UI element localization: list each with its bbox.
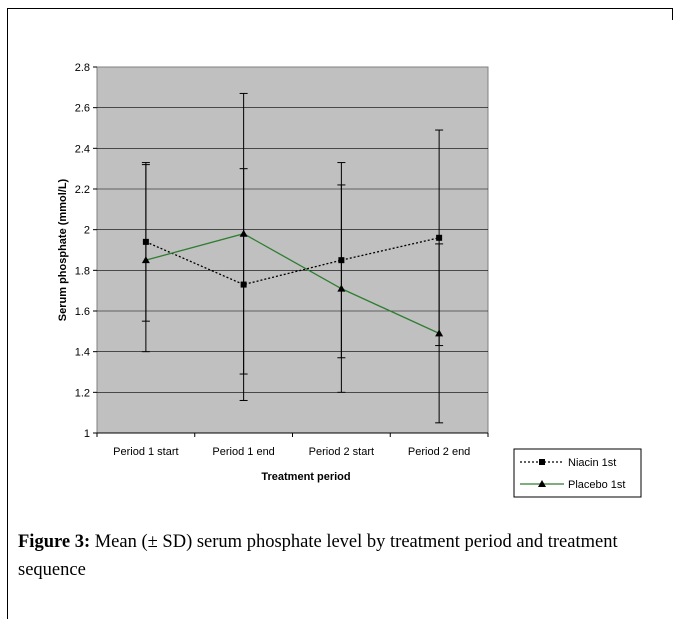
y-axis-label: Serum phosphate (mmol/L)	[57, 178, 69, 321]
point-s1-2	[337, 284, 346, 292]
frame-left-border	[7, 8, 8, 619]
series-lines	[145, 233, 440, 334]
point-s0-0	[142, 238, 149, 245]
y-tick-label-4: 1.8	[75, 265, 90, 277]
y-tick-label-2: 1.4	[75, 347, 90, 359]
legend: Niacin 1st Placebo 1st	[513, 448, 642, 498]
serum-phosphate-chart: 1 1.2 1.4 1.6 1.8 2 2.2 2.4 2.6 2.8 Period 1 star…	[57, 62, 642, 498]
y-tick-label-6: 2.2	[75, 184, 90, 196]
legend-box	[513, 448, 642, 498]
frame-top-border	[7, 8, 673, 9]
x-axis-ticks: Period 1 start Period 1 end Period 2 start…	[96, 432, 489, 458]
figure-caption: Figure 3: Mean (± SD) serum phosphate le…	[18, 528, 668, 584]
plot-area	[96, 66, 489, 434]
y-tick-label-9: 2.8	[75, 62, 90, 74]
point-s1-0	[141, 256, 150, 264]
series-markers	[141, 229, 444, 337]
caption-text: Mean (± SD) serum phosphate level by tre…	[18, 532, 618, 580]
point-s1-1	[239, 229, 248, 237]
point-s0-1	[240, 281, 247, 288]
point-s1-3	[435, 329, 444, 337]
legend-niacin-label: Niacin 1st	[568, 457, 616, 469]
y-tick-label-5: 2	[84, 225, 90, 237]
legend-niacin-marker	[539, 459, 545, 465]
x-tick-label-1: Period 1 end	[212, 446, 274, 458]
gridlines	[97, 107, 488, 393]
x-tick-label-3: Period 2 end	[408, 446, 470, 458]
legend-placebo-marker	[538, 480, 546, 487]
y-tick-label-1: 1.2	[75, 387, 90, 399]
y-tick-label-0: 1	[84, 428, 90, 440]
series-line-1	[145, 233, 440, 334]
x-tick-label-0: Period 1 start	[113, 446, 178, 458]
x-axis-label: Treatment period	[261, 471, 350, 483]
y-tick-label-7: 2.4	[75, 143, 90, 155]
series-line-0	[145, 237, 440, 286]
x-tick-label-2: Period 2 start	[309, 446, 374, 458]
point-s0-2	[338, 257, 345, 264]
caption-label: Figure 3:	[18, 532, 91, 552]
y-tick-label-3: 1.6	[75, 306, 90, 318]
point-s0-3	[436, 234, 443, 241]
y-tick-label-8: 2.6	[75, 103, 90, 115]
legend-placebo-label: Placebo 1st	[568, 479, 625, 491]
y-axis-ticks: 1 1.2 1.4 1.6 1.8 2 2.2 2.4 2.6 2.8	[75, 62, 97, 440]
